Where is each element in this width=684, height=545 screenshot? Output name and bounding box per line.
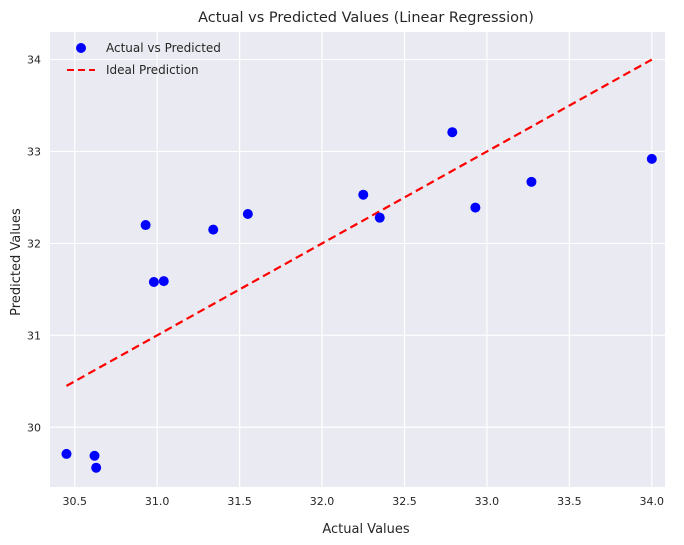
x-tick-label: 31.0 xyxy=(145,495,170,508)
x-tick-label: 33.0 xyxy=(475,495,500,508)
x-tick-label: 32.0 xyxy=(310,495,335,508)
x-tick-label: 33.5 xyxy=(557,495,582,508)
scatter-point xyxy=(447,127,458,138)
scatter-point xyxy=(140,220,151,231)
legend: Actual vs Predicted Ideal Prediction xyxy=(67,41,221,77)
x-tick-label: 32.5 xyxy=(392,495,417,508)
series-layer xyxy=(61,58,657,473)
y-axis-ticks: 30 31 32 33 34 xyxy=(27,54,41,435)
scatter-point xyxy=(374,212,385,223)
legend-label-actual-vs-predicted: Actual vs Predicted xyxy=(106,41,221,55)
x-tick-label: 31.5 xyxy=(227,495,252,508)
y-tick-label: 30 xyxy=(27,421,41,434)
plot-area xyxy=(50,32,665,487)
scatter-point xyxy=(646,153,657,164)
scatter-point xyxy=(470,202,481,213)
y-tick-label: 33 xyxy=(27,145,41,158)
y-tick-label: 32 xyxy=(27,237,41,250)
legend-marker-actual-vs-predicted xyxy=(76,43,86,53)
scatter-point xyxy=(91,462,102,473)
scatter-point xyxy=(242,209,253,219)
scatter-point xyxy=(61,448,72,459)
x-tick-label: 30.5 xyxy=(62,495,87,508)
chart-title: Actual vs Predicted Values (Linear Regre… xyxy=(198,10,534,26)
y-tick-label: 31 xyxy=(27,329,41,342)
y-axis-label: Predicted Values xyxy=(9,208,24,316)
scatter-point xyxy=(358,189,369,200)
scatter-point xyxy=(148,277,159,288)
x-axis-label: Actual Values xyxy=(322,522,410,537)
legend-label-ideal-prediction: Ideal Prediction xyxy=(106,63,199,77)
grid-lines xyxy=(50,32,665,487)
y-tick-label: 34 xyxy=(27,54,41,67)
scatter-point xyxy=(89,450,100,461)
x-axis-ticks: 30.5 31.0 31.5 32.0 32.5 33.0 33.5 34.0 xyxy=(62,495,664,508)
scatter-point xyxy=(526,176,537,187)
scatter-point xyxy=(158,276,169,287)
scatter-point xyxy=(208,224,219,235)
x-tick-label: 34.0 xyxy=(640,495,665,508)
